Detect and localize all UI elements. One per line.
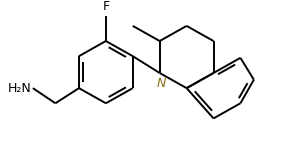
Text: H₂N: H₂N bbox=[8, 82, 31, 95]
Text: N: N bbox=[157, 77, 166, 90]
Text: F: F bbox=[102, 0, 109, 13]
